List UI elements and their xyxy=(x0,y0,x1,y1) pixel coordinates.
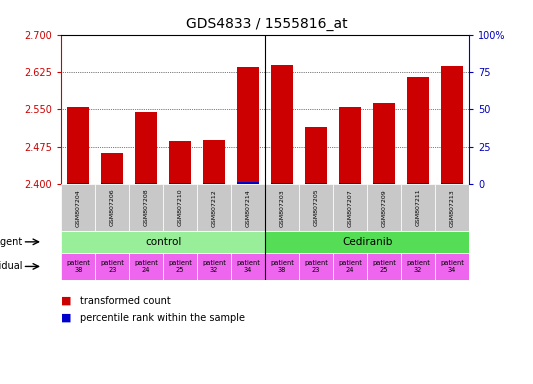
Bar xyxy=(441,66,463,184)
Text: GSM807203: GSM807203 xyxy=(280,189,285,227)
Bar xyxy=(373,103,395,184)
Bar xyxy=(407,77,429,184)
Bar xyxy=(231,184,265,231)
Text: patient
34: patient 34 xyxy=(236,260,260,273)
Bar xyxy=(237,182,259,184)
Bar xyxy=(401,253,435,280)
Bar xyxy=(129,253,163,280)
Bar xyxy=(135,182,157,184)
Bar xyxy=(367,253,401,280)
Bar xyxy=(101,183,123,184)
Text: Cediranib: Cediranib xyxy=(342,237,392,247)
Bar xyxy=(95,253,129,280)
Bar xyxy=(67,183,90,184)
Bar xyxy=(401,184,435,231)
Bar xyxy=(299,253,333,280)
Text: patient
38: patient 38 xyxy=(66,260,90,273)
Text: ■: ■ xyxy=(61,296,72,306)
Text: GDS4833 / 1555816_at: GDS4833 / 1555816_at xyxy=(185,17,348,31)
Bar xyxy=(305,183,327,184)
Bar xyxy=(203,183,225,184)
Bar xyxy=(203,140,225,184)
Bar xyxy=(61,253,95,280)
Text: GSM807205: GSM807205 xyxy=(313,189,319,227)
Text: patient
23: patient 23 xyxy=(100,260,124,273)
Bar xyxy=(299,184,333,231)
Bar xyxy=(163,184,197,231)
Bar xyxy=(169,183,191,184)
Bar xyxy=(435,184,469,231)
Bar xyxy=(367,184,401,231)
Bar xyxy=(61,184,95,231)
Bar xyxy=(67,107,90,184)
Bar xyxy=(305,127,327,184)
Bar xyxy=(169,141,191,184)
Text: agent: agent xyxy=(0,237,22,247)
Bar xyxy=(163,253,197,280)
Text: GSM807212: GSM807212 xyxy=(212,189,217,227)
Bar xyxy=(435,253,469,280)
Bar xyxy=(101,153,123,184)
Bar xyxy=(333,184,367,231)
Bar xyxy=(135,112,157,184)
Bar xyxy=(237,67,259,184)
Bar xyxy=(95,184,129,231)
Text: patient
32: patient 32 xyxy=(202,260,226,273)
Bar xyxy=(271,66,293,184)
Bar xyxy=(265,184,299,231)
Text: percentile rank within the sample: percentile rank within the sample xyxy=(80,313,245,323)
Text: patient
24: patient 24 xyxy=(338,260,362,273)
Text: GSM807213: GSM807213 xyxy=(449,189,455,227)
Bar xyxy=(271,182,293,184)
Bar xyxy=(407,183,429,184)
Text: transformed count: transformed count xyxy=(80,296,171,306)
Text: patient
23: patient 23 xyxy=(304,260,328,273)
Bar xyxy=(265,253,299,280)
Bar xyxy=(265,231,469,253)
Text: GSM807209: GSM807209 xyxy=(382,189,386,227)
Bar xyxy=(333,253,367,280)
Bar xyxy=(129,184,163,231)
Bar xyxy=(373,183,395,184)
Bar xyxy=(339,107,361,184)
Text: GSM807210: GSM807210 xyxy=(177,189,183,227)
Bar xyxy=(197,184,231,231)
Text: control: control xyxy=(145,237,181,247)
Bar xyxy=(339,183,361,184)
Text: ■: ■ xyxy=(61,313,72,323)
Text: patient
25: patient 25 xyxy=(372,260,396,273)
Text: patient
25: patient 25 xyxy=(168,260,192,273)
Text: GSM807204: GSM807204 xyxy=(76,189,81,227)
Text: GSM807206: GSM807206 xyxy=(110,189,115,227)
Bar xyxy=(441,182,463,184)
Bar xyxy=(61,231,265,253)
Text: patient
34: patient 34 xyxy=(440,260,464,273)
Bar xyxy=(231,253,265,280)
Text: patient
38: patient 38 xyxy=(270,260,294,273)
Bar xyxy=(197,253,231,280)
Text: GSM807211: GSM807211 xyxy=(416,189,421,227)
Text: patient
24: patient 24 xyxy=(134,260,158,273)
Text: patient
32: patient 32 xyxy=(406,260,430,273)
Text: GSM807208: GSM807208 xyxy=(144,189,149,227)
Text: GSM807207: GSM807207 xyxy=(348,189,353,227)
Text: GSM807214: GSM807214 xyxy=(246,189,251,227)
Text: individual: individual xyxy=(0,262,22,271)
